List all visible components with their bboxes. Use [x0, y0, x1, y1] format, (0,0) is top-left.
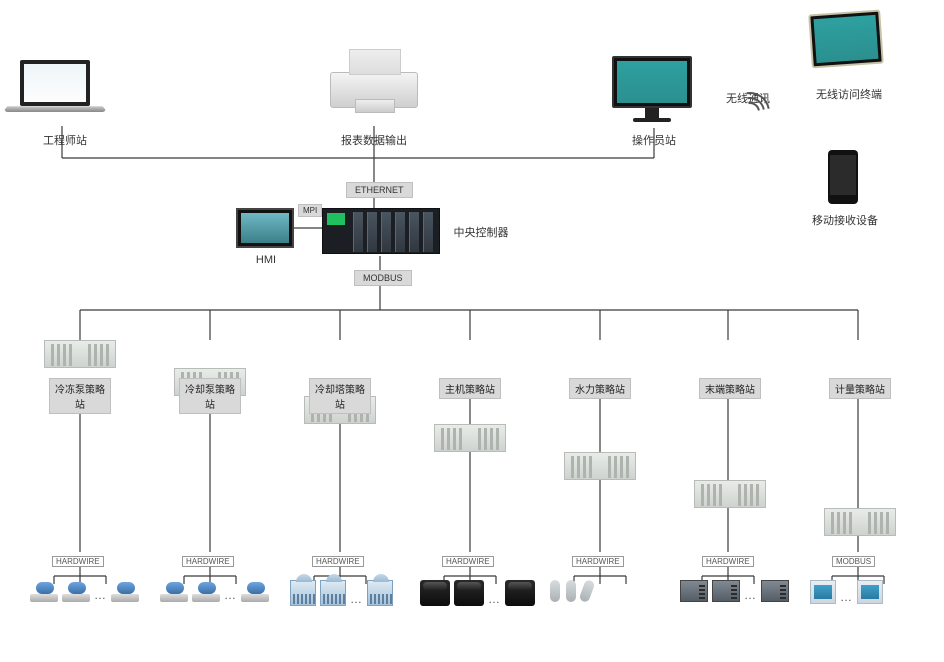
meter-icon [810, 580, 836, 604]
device-row-meter: … [810, 580, 883, 604]
printer-icon [330, 72, 418, 108]
station-label-hydraulic: 水力策略站 [569, 378, 631, 399]
cooling-tower-icon [290, 580, 316, 606]
device-row-hydraulic [550, 580, 592, 602]
station-label-meter: 计量策略站 [829, 378, 891, 399]
station-device-hydraulic [564, 452, 636, 480]
bus-label-meter: MODBUS [832, 556, 875, 567]
pump-icon [62, 580, 90, 602]
station-device-chw_pump [44, 340, 116, 368]
station-label-chw_pump: 冷冻泵策略站 [49, 378, 111, 414]
modbus-label: MODBUS [354, 270, 412, 286]
device-row-tower: … [290, 580, 393, 606]
bus-label-chw_pump: HARDWIRE [52, 556, 104, 567]
sensor-icon [566, 580, 576, 602]
hmi-device [236, 208, 294, 248]
ahu-icon [680, 580, 708, 602]
wireless-terminal [810, 12, 882, 66]
chiller-icon [454, 580, 484, 606]
ellipsis-icon: … [488, 592, 501, 606]
ellipsis-icon: … [840, 590, 853, 604]
pump-icon [111, 580, 139, 602]
station-label-tower: 冷却塔策略站 [309, 378, 371, 414]
plc-icon [322, 208, 440, 254]
monitor-icon [612, 56, 692, 108]
pump-icon [192, 580, 220, 602]
device-row-cw_pump: … [160, 580, 269, 602]
wireless-terminal-label: 无线访问终端 [804, 86, 894, 102]
mpi-label: MPI [298, 204, 322, 217]
hmi-icon [236, 208, 294, 248]
ellipsis-icon: … [350, 592, 363, 606]
operator-station-label: 操作员站 [612, 132, 696, 148]
pump-icon [160, 580, 188, 602]
ahu-icon [712, 580, 740, 602]
station-label-chiller: 主机策略站 [439, 378, 501, 399]
mobile-device-label: 移动接收设备 [800, 212, 890, 228]
phone-icon [828, 150, 858, 204]
engineer-station [20, 60, 105, 114]
printer [330, 72, 418, 108]
central-controller [322, 208, 440, 254]
sensor-icon [579, 579, 596, 603]
device-row-chw_pump: … [30, 580, 139, 602]
pump-icon [241, 580, 269, 602]
ahu-icon [761, 580, 789, 602]
station-label-terminal: 末端策略站 [699, 378, 761, 399]
pump-icon [30, 580, 58, 602]
printer-label: 报表数据输出 [318, 132, 430, 148]
station-label-cw_pump: 冷却泵策略站 [179, 378, 241, 414]
chiller-icon [505, 580, 535, 606]
meter-icon [857, 580, 883, 604]
laptop-icon [20, 60, 90, 106]
device-row-chiller: … [420, 580, 535, 606]
bus-label-tower: HARDWIRE [312, 556, 364, 567]
tablet-icon [808, 10, 884, 69]
sensor-icon [550, 580, 560, 602]
device-row-terminal: … [680, 580, 789, 602]
bus-label-chiller: HARDWIRE [442, 556, 494, 567]
bus-label-cw_pump: HARDWIRE [182, 556, 234, 567]
operator-station [612, 56, 692, 122]
bus-label-terminal: HARDWIRE [702, 556, 754, 567]
station-device-terminal [694, 480, 766, 508]
engineer-station-label: 工程师站 [20, 132, 110, 148]
ellipsis-icon: … [94, 588, 107, 602]
ellipsis-icon: … [224, 588, 237, 602]
cooling-tower-icon [367, 580, 393, 606]
ethernet-label: ETHERNET [346, 182, 413, 198]
chiller-icon [420, 580, 450, 606]
mobile-device [828, 150, 858, 204]
hmi-label: HMI [248, 254, 284, 266]
ellipsis-icon: … [744, 588, 757, 602]
station-device-meter [824, 508, 896, 536]
cooling-tower-icon [320, 580, 346, 606]
central-controller-label: 中央控制器 [446, 224, 516, 240]
station-device-chiller [434, 424, 506, 452]
bus-label-hydraulic: HARDWIRE [572, 556, 624, 567]
